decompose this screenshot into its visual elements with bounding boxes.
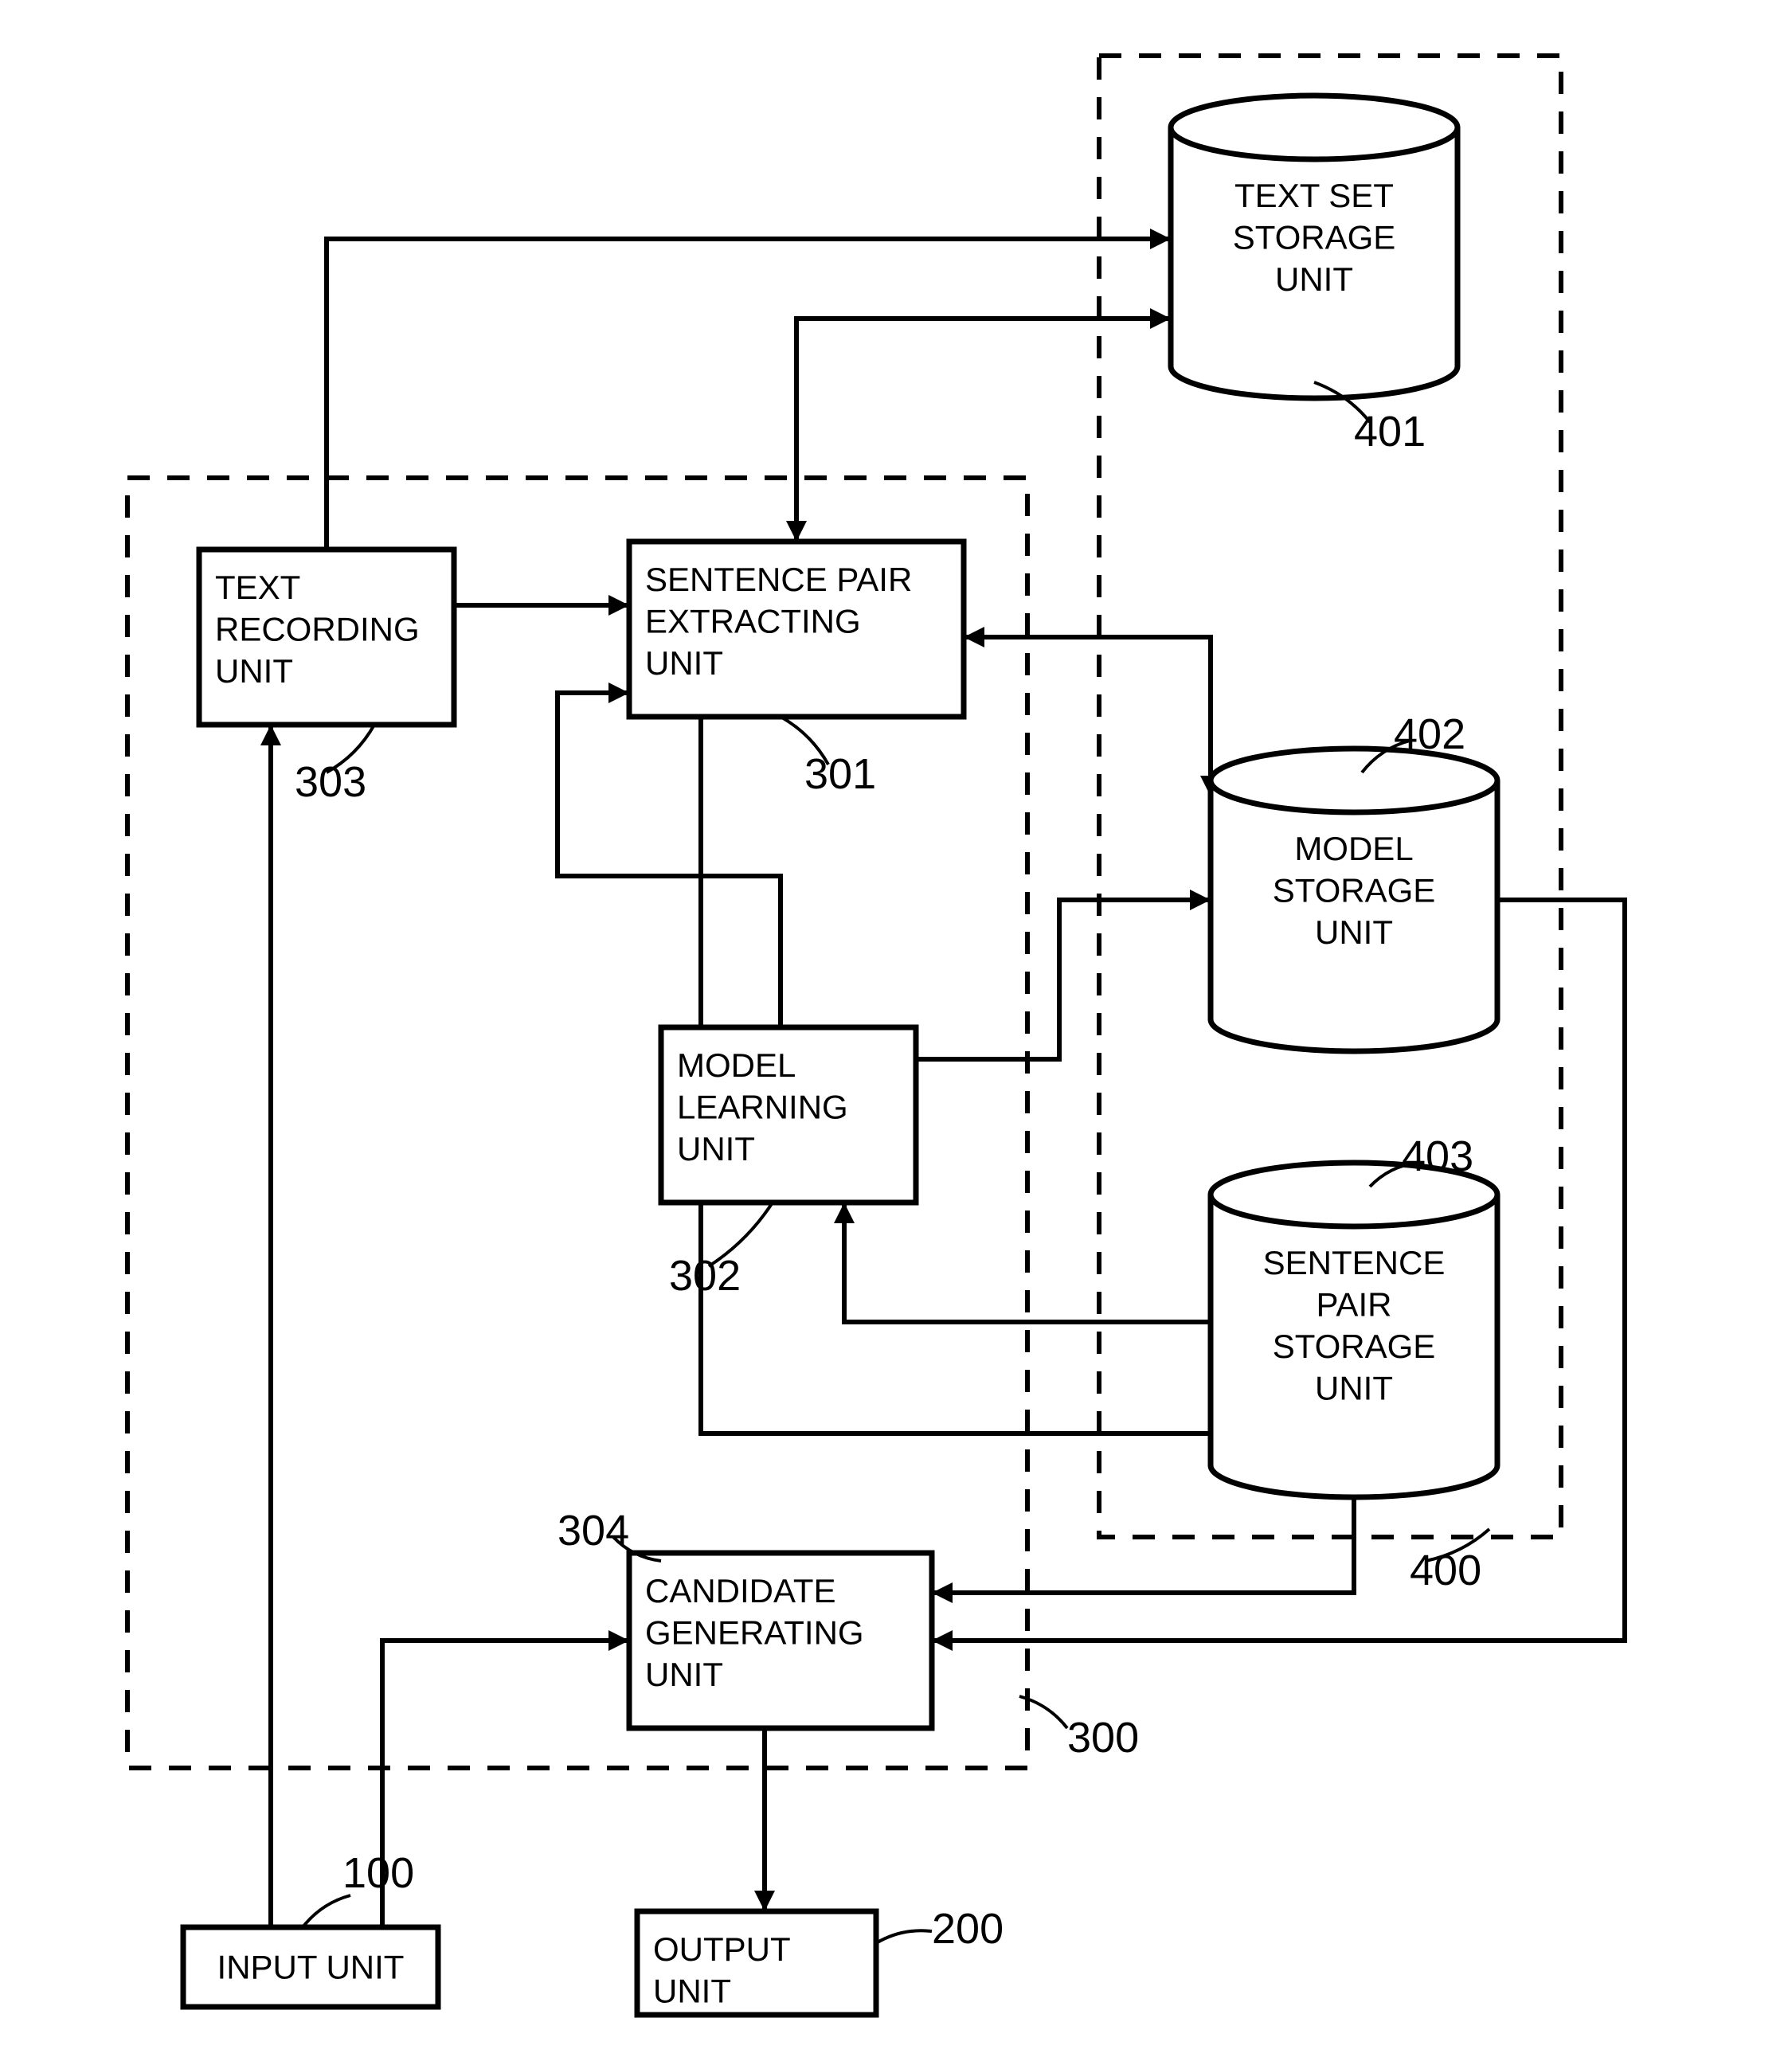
data_processing_device-ref: 300 <box>1067 1714 1139 1762</box>
output_unit-label-1: UNIT <box>653 1973 731 2010</box>
storage_device-ref: 400 <box>1410 1547 1481 1594</box>
output_unit-ref: 200 <box>932 1905 1004 1953</box>
model_learning-box: MODEL LEARNING UNIT <box>661 1027 916 1203</box>
sentence_pair_extracting-label-1: EXTRACTING <box>645 603 861 640</box>
sentence_pair_storage-label-0: SENTENCE <box>1263 1244 1446 1281</box>
model_learning-label-0: MODEL <box>677 1046 796 1084</box>
conn-input_to_candidate <box>382 1641 629 1927</box>
input_unit-label-0: INPUT UNIT <box>217 1949 405 1986</box>
text_recording-box: TEXT RECORDING UNIT <box>199 550 454 725</box>
candidate_generating-ref: 304 <box>558 1507 629 1555</box>
text_set_storage-label-2: UNIT <box>1275 260 1353 298</box>
text_set_storage-label-1: STORAGE <box>1233 219 1396 256</box>
candidate_generating-label-0: CANDIDATE <box>645 1572 836 1609</box>
sentence_pair_extracting-label-0: SENTENCE PAIR <box>645 561 912 598</box>
candidate_generating-box: CANDIDATE GENERATING UNIT <box>629 1553 932 1728</box>
conn-model_learn_to_model_storage <box>916 900 1211 1059</box>
sentence_pair_extracting-ref: 301 <box>804 750 876 798</box>
sentence_pair_storage-label-3: UNIT <box>1315 1370 1393 1407</box>
conn-text_set_to_sent_extract_down <box>796 319 1171 542</box>
text_set_storage-ref: 401 <box>1354 408 1426 456</box>
sentence_pair_extracting-label-2: UNIT <box>645 644 723 682</box>
model_learning-ref: 302 <box>669 1252 741 1300</box>
text_recording-label-1: RECORDING <box>215 611 420 648</box>
candidate_generating-label-2: UNIT <box>645 1656 723 1693</box>
model_storage-label-0: MODEL <box>1294 830 1413 867</box>
sentence_pair_storage-cylinder: SENTENCE PAIR STORAGE UNIT <box>1211 1163 1497 1497</box>
text_set_storage-cylinder: TEXT SET STORAGE UNIT <box>1171 96 1457 398</box>
sentence_pair_extracting-box: SENTENCE PAIR EXTRACTING UNIT <box>629 542 964 717</box>
model_storage-ref: 402 <box>1394 710 1465 758</box>
text_set_storage-label-0: TEXT SET <box>1234 177 1394 214</box>
conn-text_rec_to_text_set <box>327 239 1171 550</box>
candidate_generating-label-1: GENERATING <box>645 1614 864 1652</box>
conn-sent_pair_storage_to_candidate <box>932 1489 1354 1593</box>
input_unit-ref: 100 <box>342 1849 414 1897</box>
sentence_pair_storage-ref: 403 <box>1402 1132 1473 1180</box>
model_learning-label-2: UNIT <box>677 1130 755 1167</box>
text_recording-label-0: TEXT <box>215 569 300 606</box>
model_learning-label-1: LEARNING <box>677 1089 848 1126</box>
input_unit-box: INPUT UNIT <box>183 1927 438 2007</box>
connections-layer <box>271 239 1625 1927</box>
conn-model_learn_to_sent_extract <box>558 693 781 1027</box>
output_unit-label-0: OUTPUT <box>653 1930 791 1968</box>
sentence_pair_storage-label-2: STORAGE <box>1273 1328 1436 1365</box>
output_unit-box: OUTPUT UNIT <box>637 1911 876 2015</box>
model_storage-label-2: UNIT <box>1315 913 1393 951</box>
text_recording-ref: 303 <box>295 758 366 806</box>
leader-l200 <box>876 1930 932 1943</box>
text_recording-label-2: UNIT <box>215 652 293 690</box>
conn-sent_extract_to_model_storage_bi <box>964 637 1211 796</box>
leader-l100 <box>303 1895 350 1927</box>
model_storage-label-1: STORAGE <box>1273 872 1436 909</box>
model_storage-cylinder: MODEL STORAGE UNIT <box>1211 749 1497 1051</box>
sentence_pair_storage-label-1: PAIR <box>1317 1286 1392 1324</box>
